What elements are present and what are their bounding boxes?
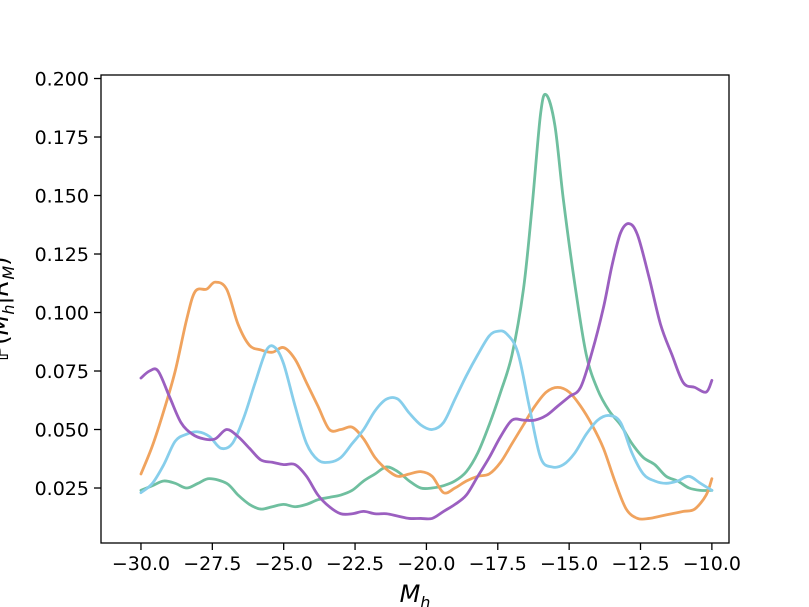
x-tick-label: −17.5 (469, 553, 527, 575)
x-axis: −30.0 −27.5 −25.0 −22.5 −20.0 −17.5 −15.0 −12.5… (112, 543, 741, 575)
plot-frame (100, 74, 730, 544)
y-axis-label: ℙ(Mh|RM) (0, 256, 18, 361)
series-line-3 (139, 329, 714, 495)
series-line-2 (139, 280, 714, 521)
x-tick-label: −20.0 (397, 553, 455, 575)
series-layer (139, 92, 714, 521)
y-tick-label: 0.100 (35, 303, 89, 325)
y-tick-label: 0.175 (35, 127, 89, 149)
x-tick-label: −10.0 (683, 553, 741, 575)
y-tick-label: 0.050 (35, 420, 89, 442)
y-axis: 0.025 0.050 0.075 0.100 0.125 0.150 0.175 0.200 (35, 69, 101, 500)
x-tick-label: −22.5 (326, 553, 384, 575)
x-tick-label: −15.0 (540, 553, 598, 575)
x-tick-label: −25.0 (255, 553, 313, 575)
x-tick-label: −30.0 (112, 553, 170, 575)
y-tick-label: 0.200 (35, 69, 89, 91)
y-tick-label: 0.125 (35, 244, 89, 266)
y-tick-label: 0.075 (35, 361, 89, 383)
x-tick-label: −27.5 (183, 553, 241, 575)
series-line-4 (139, 222, 714, 521)
x-tick-label: −12.5 (611, 553, 669, 575)
y-tick-label: 0.150 (35, 186, 89, 208)
y-tick-label: 0.025 (35, 478, 89, 500)
